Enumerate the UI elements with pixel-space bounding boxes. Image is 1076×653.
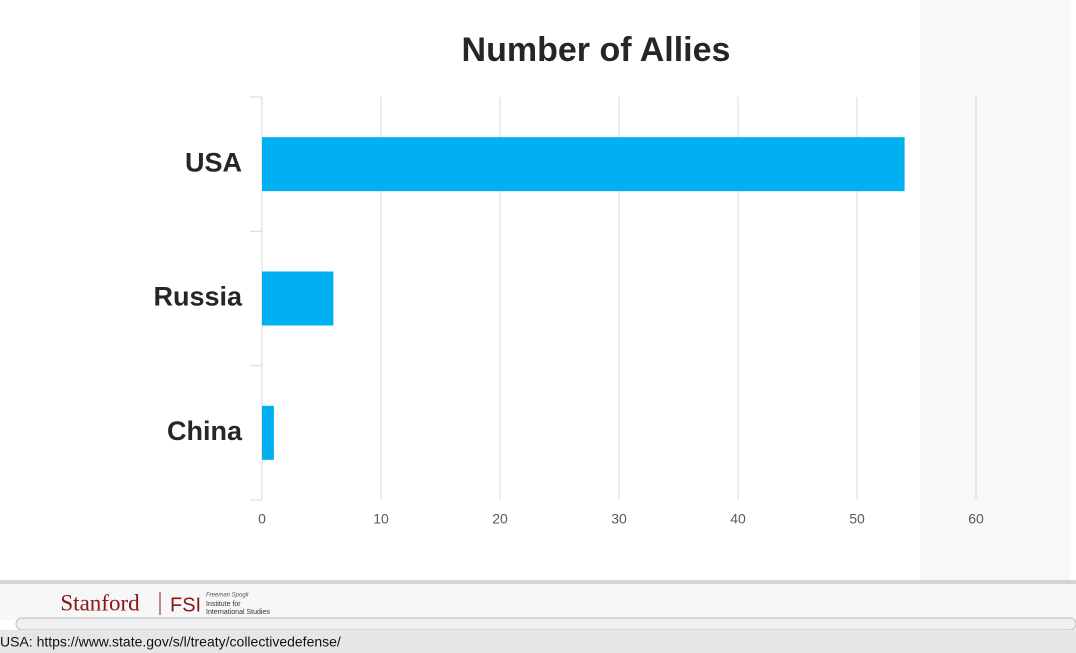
slide-edge	[920, 0, 1070, 580]
x-tick-label: 20	[492, 511, 508, 527]
x-tick-label: 60	[968, 511, 984, 527]
y-tick-label: USA	[185, 147, 242, 177]
x-tick-label: 30	[611, 511, 627, 527]
scrollbar[interactable]	[15, 617, 1076, 631]
bar	[262, 137, 905, 192]
bar	[262, 271, 334, 326]
fsi-line: Freeman Spogli	[206, 593, 249, 599]
x-tick-label: 0	[258, 511, 266, 527]
bar	[262, 405, 274, 460]
fsi-logo: FSI	[170, 594, 201, 616]
fsi-line: Institute for	[206, 601, 241, 608]
x-tick-label: 40	[730, 511, 746, 527]
slide	[0, 0, 1076, 580]
footer-strip	[0, 584, 1076, 620]
status-bar	[0, 630, 1076, 653]
y-tick-label: China	[167, 416, 243, 446]
x-tick-label: 10	[373, 511, 389, 527]
slide-shadow	[0, 580, 1076, 584]
stanford-logo: Stanford	[60, 590, 140, 615]
fsi-line: International Studies	[206, 609, 270, 616]
x-tick-label: 50	[849, 511, 865, 527]
y-tick-label: Russia	[153, 282, 243, 312]
source-text: USA: https://www.state.gov/s/l/treaty/co…	[0, 634, 341, 650]
chart-title: Number of Allies	[462, 31, 731, 69]
plot: 0 10 20 30 40 50 60 USA Russia China	[153, 96, 984, 527]
